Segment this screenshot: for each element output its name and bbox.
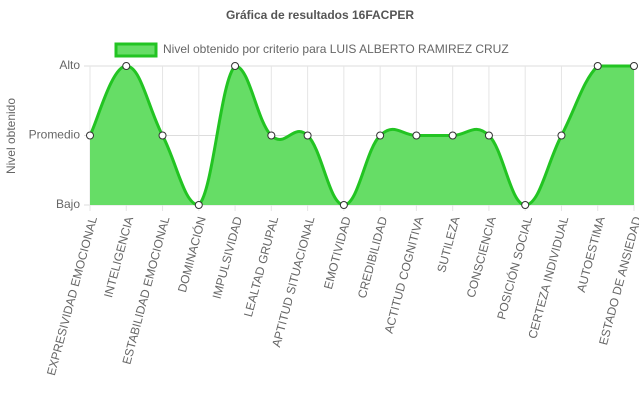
point: [557, 131, 566, 140]
x-tick-label: ACTITUD COGNITIVA: [382, 215, 427, 335]
point: [448, 131, 457, 140]
x-tick-label: CERTEZA INDIVIDUAL: [525, 215, 571, 340]
x-tick-label: EXPRESIVIDAD EMOCIONAL: [44, 215, 100, 377]
point: [593, 62, 602, 70]
point: [412, 131, 421, 140]
y-tick-label: Promedio: [29, 128, 81, 142]
x-tick-label: LEALTAD GRUPAL: [241, 215, 281, 319]
x-tick-label: EMOTIVIDAD: [321, 215, 354, 291]
y-tick-label: Bajo: [56, 197, 80, 211]
area-fill: [90, 66, 634, 205]
y-tick-label: Alto: [59, 58, 80, 72]
point: [231, 62, 240, 70]
point: [158, 131, 167, 140]
chart-title: Gráfica de resultados 16FACPER: [226, 8, 414, 22]
x-tick-label: DOMINACIÓN: [174, 215, 209, 294]
legend-label: Nivel obtenido por criterio para LUIS AL…: [163, 42, 509, 56]
point: [339, 201, 348, 209]
point: [484, 131, 493, 140]
point: [630, 62, 638, 70]
x-tick-label: SUTILEZA: [434, 215, 462, 274]
x-tick-label: CREDIBILIDAD: [355, 215, 390, 300]
point: [303, 131, 312, 140]
point: [194, 201, 203, 209]
x-tick-label: POSICIÓN SOCIAL: [493, 214, 535, 321]
point: [86, 131, 94, 140]
point: [521, 201, 530, 209]
legend-swatch: [114, 42, 158, 58]
point: [122, 62, 131, 70]
point: [376, 131, 385, 140]
y-axis-title: Nivel obtenido: [4, 98, 18, 174]
x-tick-label: INTELIGENCIA: [101, 215, 136, 299]
x-tick-label: AUTOESTIMA: [574, 215, 608, 294]
x-tick-label: IMPULSIVIDAD: [210, 215, 246, 301]
x-tick-label: CONSCIENCIA: [464, 215, 499, 299]
point: [267, 131, 276, 140]
